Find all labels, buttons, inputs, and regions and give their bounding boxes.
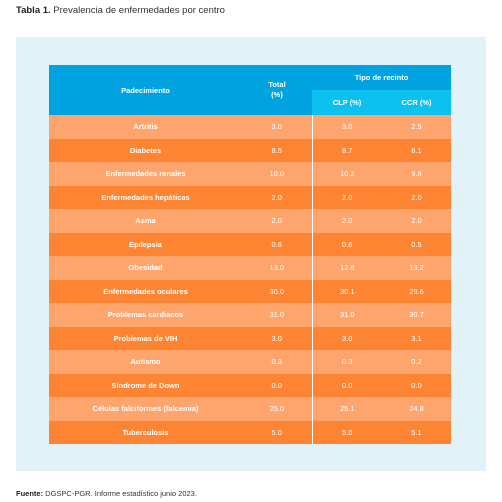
condition-cell: Asma (49, 209, 242, 233)
condition-cell: Epilepsia (49, 232, 242, 256)
total-cell: 13.0 (242, 256, 312, 280)
total-cell: 3.0 (242, 115, 312, 139)
table-row: Diabetes 8.5 8.7 8.1 (49, 138, 451, 162)
ccr-cell: 0.0 (382, 373, 451, 397)
table-row: Células falciformes (falcemia) 25.0 25.1 24… (49, 397, 451, 421)
table-row: Tuberculosis 5.0 5.0 5.1 (49, 420, 451, 444)
header-total-label: Total (%) (268, 80, 286, 99)
clp-cell: 0.0 (311, 373, 382, 397)
source-label: Fuente: (16, 489, 44, 498)
header-clp: CLP (%) (312, 90, 382, 115)
header-facility-type: Tipo de recinto (312, 65, 451, 90)
source-text: DGSPC-PGR. Informe estadístico junio 202… (43, 489, 197, 498)
ccr-cell: 5.1 (382, 420, 451, 444)
ccr-cell: 2.9 (382, 115, 451, 139)
clp-cell: 25.1 (311, 397, 382, 421)
ccr-cell: 13.2 (382, 256, 451, 280)
header-condition: Padecimiento (49, 65, 242, 115)
clp-cell: 3.0 (311, 326, 382, 350)
clp-cell: 8.7 (311, 138, 382, 162)
ccr-cell: 0.5 (382, 232, 451, 256)
clp-cell: 12.8 (311, 256, 382, 280)
table-row: Enfermedades oculares 30.0 30.1 29.6 (49, 279, 451, 303)
source-note: Fuente: DGSPC-PGR. Informe estadístico j… (16, 489, 197, 498)
total-cell: 0.3 (242, 350, 312, 374)
condition-cell: Tuberculosis (49, 420, 242, 444)
table-row: Autismo 0.3 0.3 0.2 (49, 350, 451, 374)
table-row: Epilepsia 0.6 0.6 0.5 (49, 232, 451, 256)
total-cell: 3.0 (242, 326, 312, 350)
condition-cell: Autismo (49, 350, 242, 374)
condition-cell: Problemas cardiacos (49, 303, 242, 327)
condition-cell: Diabetes (49, 138, 242, 162)
clp-cell: 0.6 (311, 232, 382, 256)
total-cell: 31.0 (242, 303, 312, 327)
condition-cell: Obesidad (49, 256, 242, 280)
condition-cell: Células falciformes (falcemia) (49, 397, 242, 421)
ccr-cell: 24.8 (382, 397, 451, 421)
ccr-cell: 0.2 (382, 350, 451, 374)
clp-cell: 3.0 (311, 115, 382, 139)
condition-cell: Enfermedades oculares (49, 279, 242, 303)
total-cell: 2.0 (242, 185, 312, 209)
condition-cell: Enfermedades hepáticas (49, 185, 242, 209)
condition-cell: Artritis (49, 115, 242, 139)
table-caption: Tabla 1. Prevalencia de enfermedades por… (16, 5, 225, 16)
table-row: Obesidad 13.0 12.8 13.2 (49, 256, 451, 280)
total-cell: 10.0 (242, 162, 312, 186)
clp-cell: 5.0 (311, 420, 382, 444)
table-row: Asma 2.0 2.0 2.0 (49, 209, 451, 233)
ccr-cell: 2.0 (382, 185, 451, 209)
table-row: Problemas de VIH 3.0 3.0 3.1 (49, 326, 451, 350)
caption-text: Prevalencia de enfermedades por centro (50, 5, 225, 16)
total-cell: 8.5 (242, 138, 312, 162)
clp-cell: 2.0 (311, 185, 382, 209)
table-row: Enfermedades hepáticas 2.0 2.0 2.0 (49, 185, 451, 209)
condition-cell: Síndrome de Down (49, 373, 242, 397)
ccr-cell: 8.1 (382, 138, 451, 162)
condition-cell: Problemas de VIH (49, 326, 242, 350)
clp-cell: 31.0 (311, 303, 382, 327)
condition-cell: Enfermedades renales (49, 162, 242, 186)
table-body: Artritis 3.0 3.0 2.9 Diabetes 8.5 8.7 8.1 Enferm… (49, 115, 451, 444)
ccr-cell: 29.6 (382, 279, 451, 303)
table-row: Artritis 3.0 3.0 2.9 (49, 115, 451, 139)
clp-cell: 2.0 (311, 209, 382, 233)
header-total: Total (%) (242, 65, 312, 115)
table-row: Enfermedades renales 10.0 10.2 9.8 (49, 162, 451, 186)
ccr-cell: 30.7 (382, 303, 451, 327)
table-row: Síndrome de Down 0.0 0.0 0.0 (49, 373, 451, 397)
ccr-cell: 2.0 (382, 209, 451, 233)
prevalence-table: Padecimiento Total (%) Tipo de recinto C… (49, 65, 451, 444)
total-cell: 30.0 (242, 279, 312, 303)
caption-label: Tabla 1. (16, 5, 51, 16)
clp-cell: 10.2 (311, 162, 382, 186)
clp-cell: 0.3 (311, 350, 382, 374)
total-cell: 0.6 (242, 232, 312, 256)
total-cell: 2.0 (242, 209, 312, 233)
ccr-cell: 9.8 (382, 162, 451, 186)
total-cell: 5.0 (242, 420, 312, 444)
ccr-cell: 3.1 (382, 326, 451, 350)
total-cell: 0.0 (242, 373, 312, 397)
total-cell: 25.0 (242, 397, 312, 421)
table-row: Problemas cardiacos 31.0 31.0 30.7 (49, 303, 451, 327)
clp-cell: 30.1 (311, 279, 382, 303)
header-ccr: CCR (%) (382, 90, 451, 115)
